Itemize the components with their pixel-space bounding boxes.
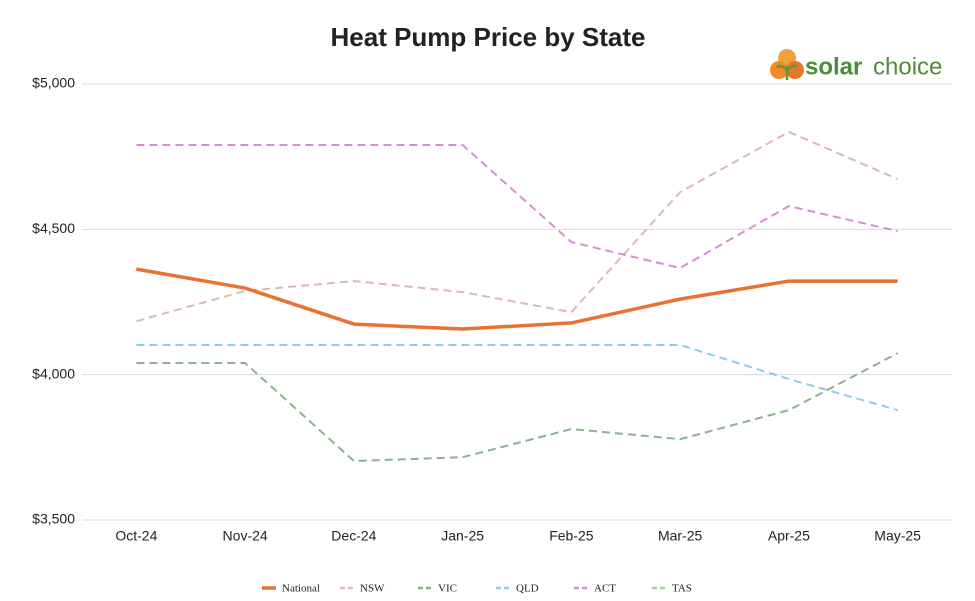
y-tick-label: $5,000 [32,75,75,91]
legend-label: NSW [360,583,385,595]
legend-label: ACT [594,583,616,595]
logo: solar choice [770,49,942,80]
x-tick-label: May-25 [874,528,921,544]
y-tick-label: $4,000 [32,365,75,381]
logo-leaf [776,64,798,80]
x-tick-label: Jan-25 [441,528,484,544]
y-tick-label: $4,500 [32,220,75,236]
line-series [136,130,899,323]
logo-word: solar [805,53,862,80]
x-tick-label: Feb-25 [549,528,594,544]
x-tick-label: Mar-25 [658,528,703,544]
legend-label: TAS [672,583,692,595]
x-tick-label: Nov-24 [223,528,268,544]
line-series [136,352,899,462]
logo-word: choice [873,53,942,80]
line-series [136,344,898,412]
y-tick-label: $3,500 [32,511,75,527]
x-tick-label: Apr-25 [768,528,810,544]
line-series [136,144,898,269]
logo-icon [770,61,788,79]
chart-title: Heat Pump Price by State [331,22,646,52]
legend-label: QLD [516,583,539,595]
x-tick-label: Oct-24 [115,528,157,544]
legend-label: National [282,583,320,595]
logo-icon [786,61,804,79]
line-series [136,267,898,331]
legend-label: VIC [438,583,457,595]
x-tick-label: Dec-24 [331,528,376,544]
